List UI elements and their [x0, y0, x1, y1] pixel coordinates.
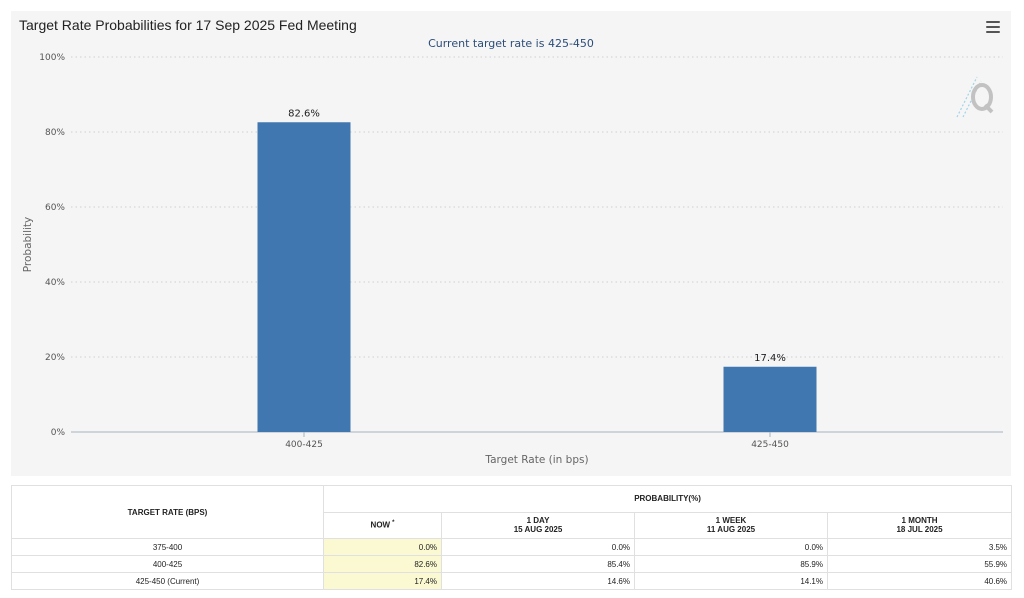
col-1day-date: 15 AUG 2025	[513, 525, 563, 535]
x-tick-label: 400-425	[285, 440, 323, 450]
table-row: 400-425 82.6% 85.4% 85.9% 55.9%	[11, 555, 1013, 573]
1month-cell: 3.5%	[826, 538, 1013, 556]
col-now-marker: *	[392, 520, 395, 527]
probability-table: TARGET RATE (BPS) PROBABILITY(%) NOW * 1 …	[11, 485, 1013, 590]
bar-value-label: 17.4%	[754, 353, 786, 364]
1day-cell: 14.6%	[441, 572, 635, 590]
now-cell: 82.6%	[323, 555, 442, 573]
x-tick-label: 425-450	[751, 440, 789, 450]
col-1week-date: 11 AUG 2025	[706, 525, 756, 535]
bar-value-label: 82.6%	[288, 108, 320, 119]
table-row: 375-400 0.0% 0.0% 0.0% 3.5%	[11, 538, 1013, 556]
y-axis-title: Probability	[22, 217, 34, 273]
rate-cell: 400-425	[11, 555, 324, 573]
1month-cell: 55.9%	[826, 555, 1013, 573]
chart-plot: 0% 20% 40% 60% 80% 100% 82.6% 400-425 17.4% 425-4…	[22, 53, 1003, 466]
y-tick-label: 0%	[51, 428, 66, 438]
y-tick-label: 80%	[45, 128, 65, 138]
col-1day-header: 1 DAY 15 AUG 2025	[441, 511, 635, 539]
1day-cell: 85.4%	[441, 555, 635, 573]
col-1month-date: 18 JUL 2025	[896, 525, 943, 535]
chart-panel: 0% 20% 40% 60% 80% 100% 82.6% 400-425 17.4% 425-4…	[11, 11, 1011, 476]
q-logo-icon	[956, 76, 994, 118]
now-cell: 0.0%	[323, 538, 442, 556]
1month-cell: 40.6%	[826, 572, 1013, 590]
chart-subtitle: Current target rate is 425-450	[428, 37, 594, 50]
now-cell: 17.4%	[323, 572, 442, 590]
col-1month-header: 1 MONTH 18 JUL 2025	[826, 511, 1013, 539]
x-axis-title: Target Rate (in bps)	[484, 454, 588, 466]
col-1week-header: 1 WEEK 11 AUG 2025	[634, 511, 828, 539]
bar	[257, 122, 351, 432]
1day-cell: 0.0%	[441, 538, 635, 556]
col-1day-label: 1 DAY	[526, 516, 550, 526]
target-rate-header: TARGET RATE (BPS)	[11, 485, 324, 539]
probability-header: PROBABILITY(%)	[322, 485, 1013, 513]
1week-cell: 14.1%	[634, 572, 828, 590]
rate-cell: 375-400	[11, 538, 324, 556]
rate-cell: 425-450 (Current)	[11, 572, 324, 590]
bar	[723, 366, 817, 432]
1week-cell: 85.9%	[634, 555, 828, 573]
col-1week-label: 1 WEEK	[715, 516, 747, 526]
y-tick-label: 100%	[39, 53, 65, 63]
col-now-label: NOW	[370, 521, 391, 531]
y-tick-label: 20%	[45, 353, 65, 363]
y-tick-label: 40%	[45, 278, 65, 288]
chart-title: Target Rate Probabilities for 17 Sep 202…	[19, 17, 357, 33]
col-now-header: NOW *	[323, 511, 442, 539]
hamburger-menu-icon[interactable]	[986, 21, 1000, 33]
col-1month-label: 1 MONTH	[901, 516, 938, 526]
table-row: 425-450 (Current) 17.4% 14.6% 14.1% 40.6…	[11, 572, 1013, 590]
1week-cell: 0.0%	[634, 538, 828, 556]
y-tick-label: 60%	[45, 203, 65, 213]
